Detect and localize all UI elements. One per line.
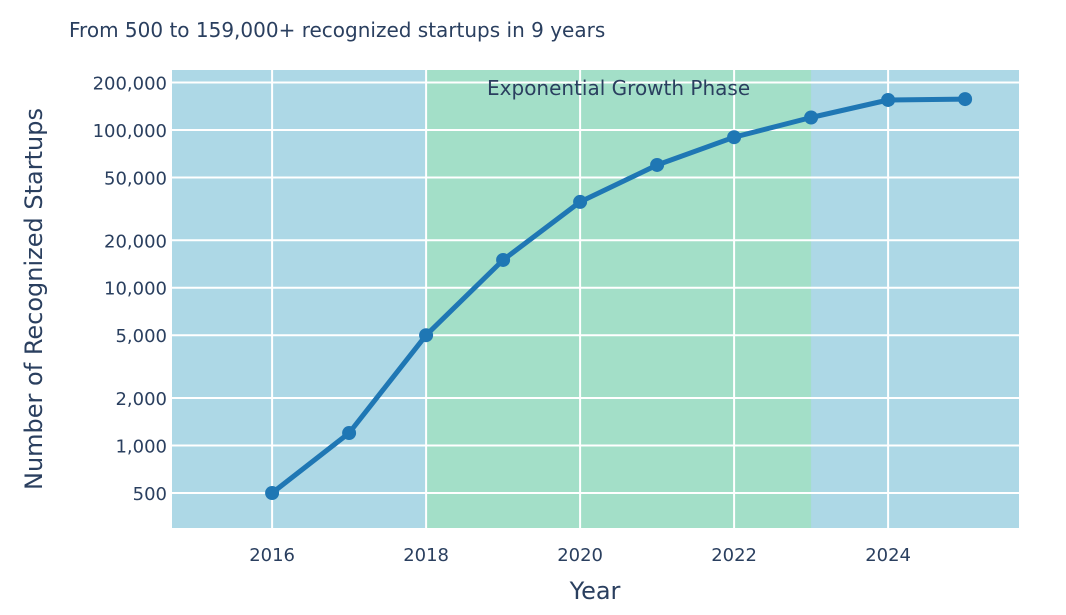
x-tick-label: 2020 (557, 545, 603, 566)
data-point (727, 130, 742, 145)
y-tick-label: 50,000 (104, 168, 167, 189)
data-point (342, 426, 357, 441)
exponential-growth-shading (426, 70, 812, 528)
y-tick-label: 10,000 (104, 279, 167, 300)
x-axis-title: Year (569, 577, 621, 605)
x-tick-label: 2022 (711, 545, 757, 566)
x-gridlines (271, 70, 890, 528)
y-tick-label: 20,000 (104, 231, 167, 252)
chart-subtitle: From 500 to 159,000+ recognized startups… (69, 18, 605, 42)
shaded-region-label: Exponential Growth Phase (487, 76, 750, 100)
data-point (419, 328, 434, 343)
x-tick-labels: 2016 2018 2020 2022 2024 (249, 545, 911, 566)
y-tick-label: 2,000 (115, 389, 167, 410)
data-point (496, 252, 511, 267)
data-points (265, 92, 973, 501)
y-tick-label: 500 (133, 484, 167, 505)
x-tick-label: 2024 (865, 545, 911, 566)
data-point (881, 92, 896, 107)
y-tick-label: 200,000 (93, 73, 167, 94)
y-gridlines (172, 81, 1019, 495)
y-tick-label: 1,000 (115, 437, 167, 458)
x-tick-label: 2018 (403, 545, 449, 566)
y-axis-title: Number of Recognized Startups (20, 108, 48, 490)
y-tick-labels: 500 1,000 2,000 5,000 10,000 20,000 50,000 100,… (93, 73, 167, 505)
data-point (573, 194, 588, 209)
y-tick-label: 100,000 (93, 121, 167, 142)
data-point (804, 110, 819, 125)
data-point (650, 157, 665, 172)
series-line (269, 96, 968, 496)
y-tick-label: 5,000 (115, 326, 167, 347)
data-point (958, 92, 973, 107)
data-point (265, 486, 280, 501)
x-tick-label: 2016 (249, 545, 295, 566)
